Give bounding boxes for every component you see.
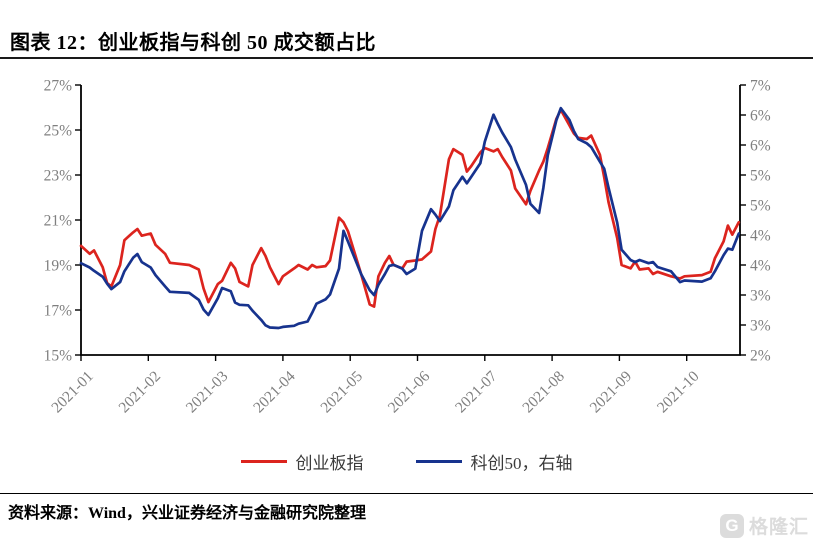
- source-note: 资料来源：Wind，兴业证券经济与金融研究院整理: [8, 505, 366, 522]
- left-axis-tick-label: 27%: [44, 78, 73, 95]
- right-axis: 7% 6% 6% 5% 5% 4% 4% 3% 3% 2%: [740, 78, 771, 365]
- left-axis-tick-label: 21%: [44, 213, 73, 230]
- series-line-chinext: [79, 108, 741, 308]
- right-axis-tick-label: 6%: [750, 138, 771, 155]
- left-axis-tick-label: 15%: [44, 348, 73, 365]
- right-axis-tick-label: 3%: [750, 288, 771, 305]
- left-axis-tick-label: 25%: [44, 123, 73, 140]
- legend-label-chinext: 创业板指: [295, 454, 364, 473]
- legend-label-star50: 科创50，右轴: [470, 454, 573, 473]
- right-axis-tick-label: 5%: [750, 168, 771, 185]
- x-axis-tick-label: 2021-08: [519, 368, 568, 417]
- right-axis-tick-label: 7%: [750, 78, 771, 95]
- x-axis-tick-label: 2021-09: [587, 368, 636, 417]
- chinext-line-swatch: [240, 460, 287, 463]
- left-axis-tick-label: 19%: [44, 258, 73, 275]
- axis-frame: [80, 85, 741, 356]
- gelonghui-watermark: G 格隆汇: [719, 512, 809, 539]
- gelonghui-logo-icon: G: [719, 513, 744, 538]
- legend-item-star50: 科创50，右轴: [415, 449, 573, 474]
- left-axis-tick-label: 17%: [44, 303, 73, 320]
- star50-line-swatch: [415, 460, 462, 463]
- right-axis-tick-label: 4%: [750, 258, 771, 275]
- dual-axis-line-chart: 27% 25% 23% 21% 19% 17% 15% 7% 6% 6% 5% 5% 4% 4% 3% 3% 2…: [44, 78, 771, 417]
- chart-legend: 创业板指 科创50，右轴: [0, 449, 813, 474]
- right-axis-tick-label: 3%: [750, 318, 771, 335]
- left-axis: 27% 25% 23% 21% 19% 17% 15%: [44, 78, 81, 365]
- x-axis-tick-label: 2021-07: [452, 368, 501, 417]
- x-axis: 2021-01 2021-02 2021-03 2021-04 2021-05 2021-…: [48, 355, 703, 417]
- x-axis-tick-label: 2021-03: [183, 368, 232, 417]
- left-axis-tick-label: 23%: [44, 168, 73, 185]
- x-axis-tick-label: 2021-05: [317, 368, 366, 417]
- x-axis-tick-label: 2021-06: [385, 368, 434, 417]
- title-divider: [0, 57, 813, 59]
- legend-item-chinext: 创业板指: [240, 449, 364, 474]
- footer-divider: [0, 493, 813, 494]
- x-axis-tick-label: 2021-10: [654, 368, 703, 417]
- right-axis-tick-label: 5%: [750, 198, 771, 215]
- right-axis-tick-label: 4%: [750, 228, 771, 245]
- gelonghui-brand-text: 格隆汇: [748, 517, 809, 538]
- right-axis-tick-label: 2%: [750, 348, 771, 365]
- chart-title: 图表 12：创业板指与科创 50 成交额占比: [10, 32, 376, 54]
- x-axis-tick-label: 2021-02: [116, 368, 165, 417]
- right-axis-tick-label: 6%: [750, 108, 771, 125]
- series-line-star50: [79, 106, 741, 330]
- x-axis-tick-label: 2021-04: [250, 368, 299, 417]
- x-axis-tick-label: 2021-01: [48, 368, 97, 417]
